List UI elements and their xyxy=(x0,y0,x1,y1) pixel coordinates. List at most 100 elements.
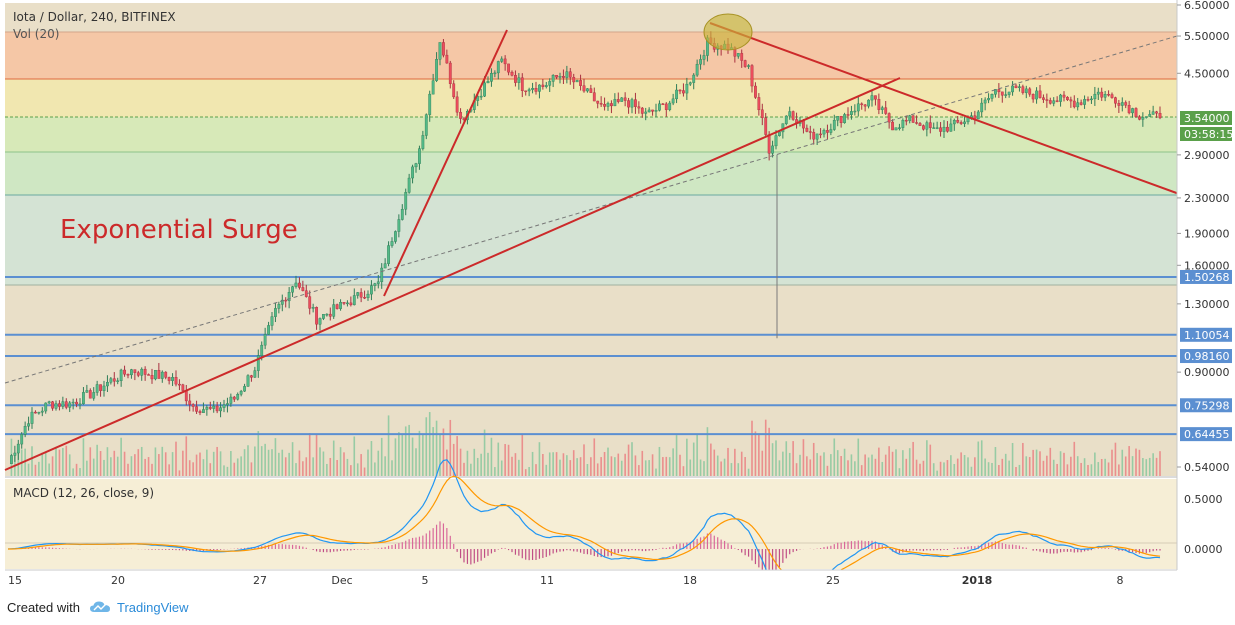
candle-body xyxy=(404,192,408,210)
level-badge xyxy=(1180,269,1232,284)
candle-body xyxy=(702,55,706,60)
candle-body xyxy=(784,115,788,124)
volume-bar xyxy=(1135,448,1137,476)
candle-body xyxy=(1093,93,1097,100)
candle-body xyxy=(527,89,531,92)
candle-body xyxy=(894,127,898,131)
volume-bar xyxy=(854,461,856,476)
candle-body xyxy=(452,83,456,98)
level-badge-label: 0.64455 xyxy=(1184,428,1230,441)
volume-bar xyxy=(710,443,712,476)
price-axis[interactable] xyxy=(1177,0,1235,570)
candle-body xyxy=(1007,91,1011,95)
volume-bar xyxy=(768,427,770,476)
candle-body xyxy=(688,82,692,85)
candle-body xyxy=(562,76,565,78)
volume-bar xyxy=(1018,464,1021,476)
volume-bar xyxy=(329,457,332,476)
volume-bar xyxy=(699,459,702,476)
volume-bar xyxy=(716,455,719,476)
volume-bar xyxy=(1087,464,1089,476)
volume-bar xyxy=(586,464,589,476)
level-badge-label: 1.50268 xyxy=(1184,271,1230,284)
candle-body xyxy=(397,219,401,232)
volume-bar xyxy=(240,456,242,476)
tradingview-brand[interactable]: TradingView xyxy=(117,600,189,615)
volume-bar xyxy=(134,454,136,476)
volume-bar xyxy=(202,459,205,476)
volume-bar xyxy=(871,454,873,476)
candle-body xyxy=(853,110,857,113)
volume-bar xyxy=(905,458,908,476)
candle-body xyxy=(863,104,867,107)
candle-body xyxy=(987,98,990,101)
time-axis[interactable] xyxy=(5,570,1177,590)
volume-bar xyxy=(456,436,458,476)
candle-body xyxy=(997,89,1001,93)
volume-bar xyxy=(524,469,527,476)
candle-body xyxy=(1021,86,1025,93)
volume-bar xyxy=(356,463,359,476)
candle-body xyxy=(287,292,291,302)
volume-bar xyxy=(164,452,167,476)
volume-bar xyxy=(1001,458,1004,476)
candle-body xyxy=(167,377,171,381)
price-tick-label: 0.54000 xyxy=(1184,461,1230,474)
price-tick-label: 0.90000 xyxy=(1184,366,1230,379)
candle-body xyxy=(918,123,922,126)
candle-body xyxy=(661,103,665,106)
chart-canvas: Exponential Surge Iota / Dollar, 240, BI… xyxy=(4,0,1235,590)
candle-body xyxy=(1086,99,1090,101)
candle-body xyxy=(760,109,764,118)
volume-bar xyxy=(531,451,534,476)
candle-body xyxy=(212,405,216,409)
candle-body xyxy=(826,130,829,133)
volume-bar xyxy=(974,457,976,476)
volume-bar xyxy=(168,464,170,476)
candle-body xyxy=(520,77,524,92)
candle-body xyxy=(1052,100,1056,104)
volume-bar xyxy=(284,457,287,476)
candle-body xyxy=(184,390,188,402)
volume-bar xyxy=(1107,462,1110,476)
candle-body xyxy=(23,426,27,435)
candle-body xyxy=(311,307,315,309)
candle-body xyxy=(839,116,843,124)
volume-bar xyxy=(82,438,85,476)
volume-bar xyxy=(418,430,421,476)
candle-body xyxy=(164,371,168,378)
candle-body xyxy=(699,59,702,65)
volume-bar xyxy=(1015,467,1017,476)
candle-body xyxy=(373,283,377,286)
candle-body xyxy=(1069,99,1073,102)
level-badge-label: 0.75298 xyxy=(1184,399,1230,412)
volume-bar xyxy=(514,453,517,476)
candle-body xyxy=(877,98,881,110)
volume-bar xyxy=(250,462,253,476)
candle-body xyxy=(140,368,144,376)
price-axis-ticks: 6.50000 5.50000 4.50000 2.90000 2.30000 1.900… xyxy=(1177,0,1230,474)
candle-body xyxy=(380,267,384,283)
volume-bar xyxy=(171,452,174,476)
symbol-title: Iota / Dollar, 240, BITFINEX xyxy=(13,10,176,24)
current-price-label: 3.54000 xyxy=(1184,112,1230,125)
candle-body xyxy=(390,241,394,246)
candle-body xyxy=(514,75,517,83)
macd-signal-line xyxy=(8,475,1161,577)
volume-bar xyxy=(1142,458,1144,476)
candle-body xyxy=(112,378,116,382)
candle-body xyxy=(143,368,147,375)
volume-bar xyxy=(425,417,428,476)
volume-bar xyxy=(641,450,644,476)
candle-body xyxy=(572,77,576,83)
candle-body xyxy=(123,369,126,375)
volume-bar xyxy=(754,431,757,476)
volume-bar xyxy=(963,454,966,476)
volume-bar xyxy=(1028,457,1031,476)
candle-body xyxy=(685,83,689,94)
candle-body xyxy=(980,102,984,113)
candle-body xyxy=(1011,85,1014,93)
candle-body xyxy=(424,114,428,136)
volume-bar xyxy=(843,448,846,476)
